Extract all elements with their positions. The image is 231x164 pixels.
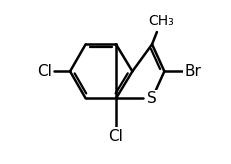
Text: Cl: Cl	[37, 64, 52, 79]
Text: Cl: Cl	[108, 129, 123, 144]
Text: Br: Br	[184, 64, 201, 79]
Text: S: S	[147, 91, 156, 106]
Text: CH₃: CH₃	[148, 14, 173, 28]
